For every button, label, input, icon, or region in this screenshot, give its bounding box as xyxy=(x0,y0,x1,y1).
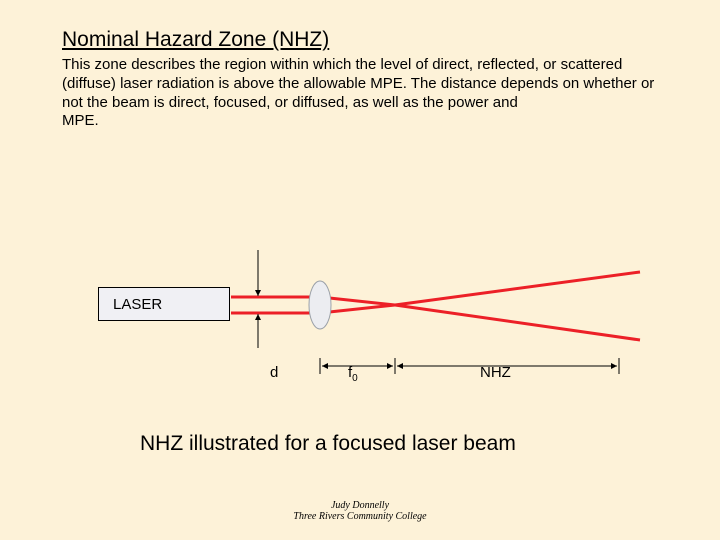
footer: Judy Donnelly Three Rivers Community Col… xyxy=(0,500,720,522)
laser-beam xyxy=(231,272,640,340)
label-f0: f0 xyxy=(348,364,358,384)
label-f0-sub: 0 xyxy=(352,373,358,384)
slide: Nominal Hazard Zone (NHZ) This zone desc… xyxy=(0,0,720,540)
footer-author: Judy Donnelly xyxy=(0,500,720,511)
label-nhz: NHZ xyxy=(480,364,511,381)
nhz-diagram xyxy=(0,0,720,540)
lens-icon xyxy=(309,281,331,329)
laser-label: LASER xyxy=(113,296,162,313)
laser-box: LASER xyxy=(98,287,230,321)
label-d: d xyxy=(270,364,278,381)
footer-org: Three Rivers Community College xyxy=(0,511,720,522)
caption: NHZ illustrated for a focused laser beam xyxy=(140,432,516,456)
